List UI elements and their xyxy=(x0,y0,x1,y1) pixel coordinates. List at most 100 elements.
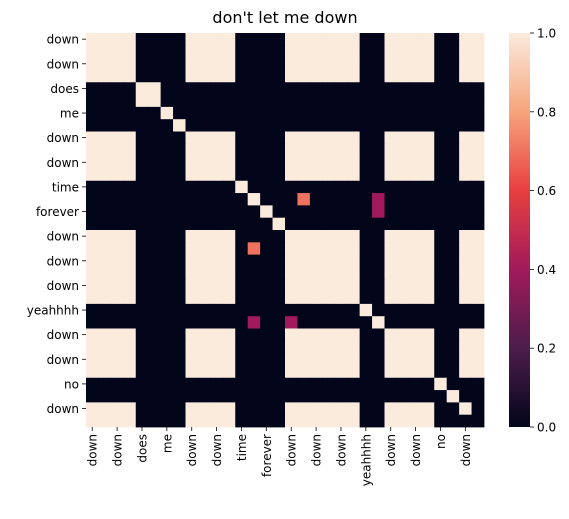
heatmap-cell xyxy=(98,143,112,157)
heatmap-cell xyxy=(260,254,273,268)
heatmap-cell xyxy=(384,69,398,83)
heatmap-cell xyxy=(98,69,112,83)
heatmap-cell xyxy=(285,193,298,206)
heatmap-cell xyxy=(322,193,336,206)
heatmap-cell xyxy=(160,57,174,71)
heatmap-cell xyxy=(185,402,199,416)
heatmap-cell xyxy=(446,156,460,169)
heatmap-cell xyxy=(434,143,448,157)
heatmap-cell xyxy=(123,156,137,169)
heatmap-cell xyxy=(297,168,311,182)
heatmap-cell xyxy=(409,365,423,379)
heatmap-cell xyxy=(384,402,398,416)
heatmap-cell xyxy=(197,106,211,120)
heatmap-cell xyxy=(222,156,236,169)
heatmap-cell xyxy=(309,156,323,169)
heatmap-cell xyxy=(421,69,435,83)
heatmap-cell xyxy=(409,377,423,391)
heatmap-cell xyxy=(197,402,211,416)
heatmap-cell xyxy=(272,33,286,46)
heatmap-cell xyxy=(272,316,286,329)
heatmap-cell xyxy=(471,94,485,108)
heatmap-cell xyxy=(384,242,398,256)
heatmap-cell xyxy=(434,390,448,403)
heatmap-cell xyxy=(247,328,261,342)
heatmap-cell xyxy=(459,205,472,219)
heatmap-cell xyxy=(384,390,398,403)
heatmap-cell xyxy=(185,193,199,206)
heatmap-cell xyxy=(222,217,236,231)
heatmap-cell xyxy=(309,45,323,59)
heatmap-cell xyxy=(309,316,323,329)
heatmap-cell xyxy=(309,230,323,243)
heatmap-cell xyxy=(322,82,336,95)
heatmap-cell xyxy=(334,266,348,280)
heatmap-cell xyxy=(123,33,137,46)
heatmap-cell xyxy=(272,328,286,342)
heatmap-cell xyxy=(309,33,323,46)
heatmap-cell xyxy=(148,316,162,329)
heatmap-cell xyxy=(359,414,373,428)
heatmap-cell xyxy=(334,377,348,391)
heatmap-cell xyxy=(222,143,236,157)
heatmap-cell xyxy=(260,230,273,243)
colorbar-tick-label: 0.6 xyxy=(537,184,556,198)
heatmap-cell xyxy=(334,168,348,182)
heatmap-cell xyxy=(222,45,236,59)
heatmap-cell xyxy=(123,340,137,354)
heatmap-cell xyxy=(197,45,211,59)
x-tick-label: down xyxy=(86,434,100,466)
heatmap-cell xyxy=(173,365,186,379)
heatmap-cell xyxy=(359,353,373,366)
heatmap-cell xyxy=(285,291,298,305)
heatmap-cell xyxy=(160,328,174,342)
heatmap-cell xyxy=(297,340,311,354)
y-tick-label: down xyxy=(47,328,79,342)
heatmap-cell xyxy=(409,266,423,280)
heatmap-cell xyxy=(471,402,485,416)
heatmap-cell xyxy=(235,106,249,120)
heatmap-cell xyxy=(347,377,361,391)
heatmap-cell xyxy=(235,205,249,219)
heatmap-cell xyxy=(173,316,186,329)
heatmap-cell xyxy=(235,33,249,46)
heatmap-cell xyxy=(160,365,174,379)
heatmap-cell xyxy=(98,340,112,354)
heatmap-cell xyxy=(421,365,435,379)
heatmap-cell xyxy=(260,69,273,83)
heatmap-cell xyxy=(322,414,336,428)
heatmap-cell xyxy=(285,353,298,366)
heatmap-cell xyxy=(347,106,361,120)
heatmap-cell xyxy=(160,353,174,366)
heatmap-cell xyxy=(185,106,199,120)
heatmap-cell xyxy=(459,45,472,59)
heatmap-cell xyxy=(160,414,174,428)
heatmap-cell xyxy=(148,45,162,59)
heatmap-cell xyxy=(197,328,211,342)
heatmap-cell xyxy=(372,328,385,342)
heatmap-cell xyxy=(347,69,361,83)
heatmap-cell xyxy=(173,193,186,206)
heatmap-cell xyxy=(446,168,460,182)
y-tick-label: time xyxy=(52,180,79,194)
heatmap-cell xyxy=(247,266,261,280)
heatmap-cell xyxy=(197,377,211,391)
heatmap-cell xyxy=(297,143,311,157)
heatmap-cell xyxy=(334,205,348,219)
heatmap-cell xyxy=(446,119,460,132)
heatmap-cell xyxy=(272,57,286,71)
heatmap-cell xyxy=(110,365,124,379)
heatmap-cell xyxy=(359,168,373,182)
heatmap-cell xyxy=(322,377,336,391)
heatmap-cell xyxy=(446,217,460,231)
heatmap-cell xyxy=(285,217,298,231)
heatmap-cell xyxy=(123,353,137,366)
heatmap-cell xyxy=(235,266,249,280)
heatmap-cell xyxy=(409,340,423,354)
heatmap-cell xyxy=(86,156,99,169)
heatmap-cell xyxy=(123,205,137,219)
heatmap-cell xyxy=(123,365,137,379)
heatmap-cell xyxy=(396,340,410,354)
heatmap-cell xyxy=(434,217,448,231)
heatmap-cell xyxy=(247,316,261,329)
